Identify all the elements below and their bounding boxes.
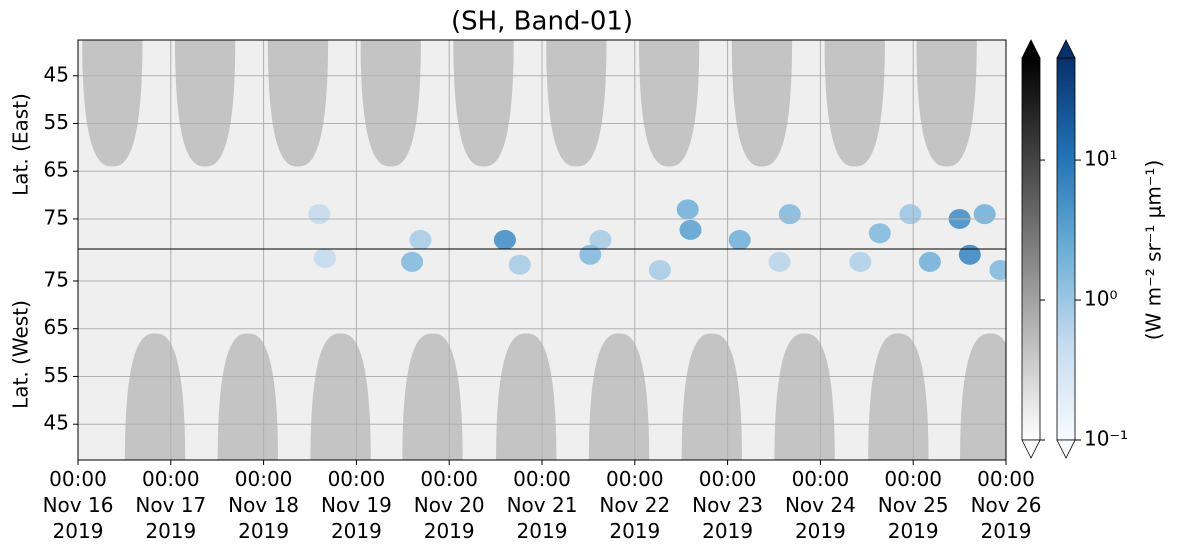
colorbar-tick-label: 10¹	[1084, 147, 1117, 171]
heat-cell	[778, 204, 801, 225]
night-region	[402, 333, 463, 460]
x-tick-label: 00:00 Nov 23 2019	[692, 467, 763, 543]
y-tick-label: 75	[44, 267, 69, 291]
y-tick-label: 45	[44, 62, 69, 86]
y-axis-label: Lat. (West)	[9, 300, 33, 409]
heat-cell	[409, 229, 432, 250]
heat-cell	[401, 251, 424, 272]
heat-cell	[313, 248, 336, 269]
night-region	[824, 40, 885, 167]
heat-cell	[648, 260, 671, 281]
night-region	[681, 333, 742, 460]
colorbar-extend	[1056, 439, 1076, 459]
y-tick-label: 75	[44, 205, 69, 229]
x-tick-label: 00:00 Nov 21 2019	[507, 467, 578, 543]
heat-cell	[899, 204, 922, 225]
x-tick-label: 00:00 Nov 26 2019	[971, 467, 1042, 543]
night-region	[731, 40, 793, 167]
heat-cell	[579, 244, 602, 265]
y-axis-label: Lat. (East)	[9, 93, 33, 196]
x-tick-label: 00:00 Nov 18 2019	[228, 467, 299, 543]
night-region	[638, 40, 700, 167]
y-tick-label: 55	[44, 363, 69, 387]
colorbar	[1056, 57, 1076, 441]
y-tick-label: 55	[44, 110, 69, 134]
heat-cell	[589, 229, 612, 250]
colorbar-extend	[1021, 39, 1041, 59]
night-region	[774, 333, 835, 460]
y-tick-label: 65	[44, 158, 69, 182]
night-region	[124, 333, 186, 460]
heat-cell	[308, 204, 331, 225]
night-region	[496, 333, 557, 460]
colorbar-extend	[1021, 439, 1041, 459]
night-region	[82, 40, 143, 167]
heat-cell	[973, 204, 996, 225]
y-tick-label: 65	[44, 315, 69, 339]
heat-cell	[508, 254, 531, 275]
colorbar-label: (W m⁻² sr⁻¹ μm⁻¹)	[1142, 160, 1166, 341]
heat-cell	[868, 223, 891, 244]
night-region	[546, 40, 607, 167]
y-tick-label: 45	[44, 411, 69, 435]
plot-area	[78, 40, 1006, 460]
x-tick-label: 00:00 Nov 17 2019	[135, 467, 206, 543]
heat-cell	[676, 199, 699, 220]
heat-cell	[493, 229, 516, 250]
x-tick-label: 00:00 Nov 25 2019	[878, 467, 949, 543]
x-tick-label: 00:00 Nov 20 2019	[414, 467, 485, 543]
night-region	[217, 333, 278, 460]
night-region	[588, 333, 650, 460]
night-region	[453, 40, 514, 167]
night-region	[174, 40, 236, 167]
heat-cell	[958, 244, 981, 265]
night-region	[360, 40, 421, 167]
night-region	[267, 40, 329, 167]
x-tick-label: 00:00 Nov 24 2019	[785, 467, 856, 543]
heat-cell	[768, 251, 791, 272]
night-region	[916, 40, 977, 167]
heat-cell	[989, 260, 1006, 281]
chart-title: (SH, Band-01)	[451, 7, 633, 37]
heat-cell	[679, 219, 702, 240]
colorbar	[1021, 57, 1041, 441]
x-tick-label: 00:00 Nov 19 2019	[321, 467, 392, 543]
night-region	[310, 333, 371, 460]
colorbar-tick-label: 10⁻¹	[1084, 427, 1128, 451]
x-tick-label: 00:00 Nov 22 2019	[599, 467, 670, 543]
night-region	[960, 333, 1006, 460]
heat-cell	[849, 251, 872, 272]
x-tick-label: 00:00 Nov 16 2019	[43, 467, 114, 543]
colorbar-tick-label: 10⁰	[1084, 287, 1117, 311]
heat-cell	[728, 229, 751, 250]
colorbar-extend	[1056, 39, 1076, 59]
heat-cell	[918, 251, 941, 272]
